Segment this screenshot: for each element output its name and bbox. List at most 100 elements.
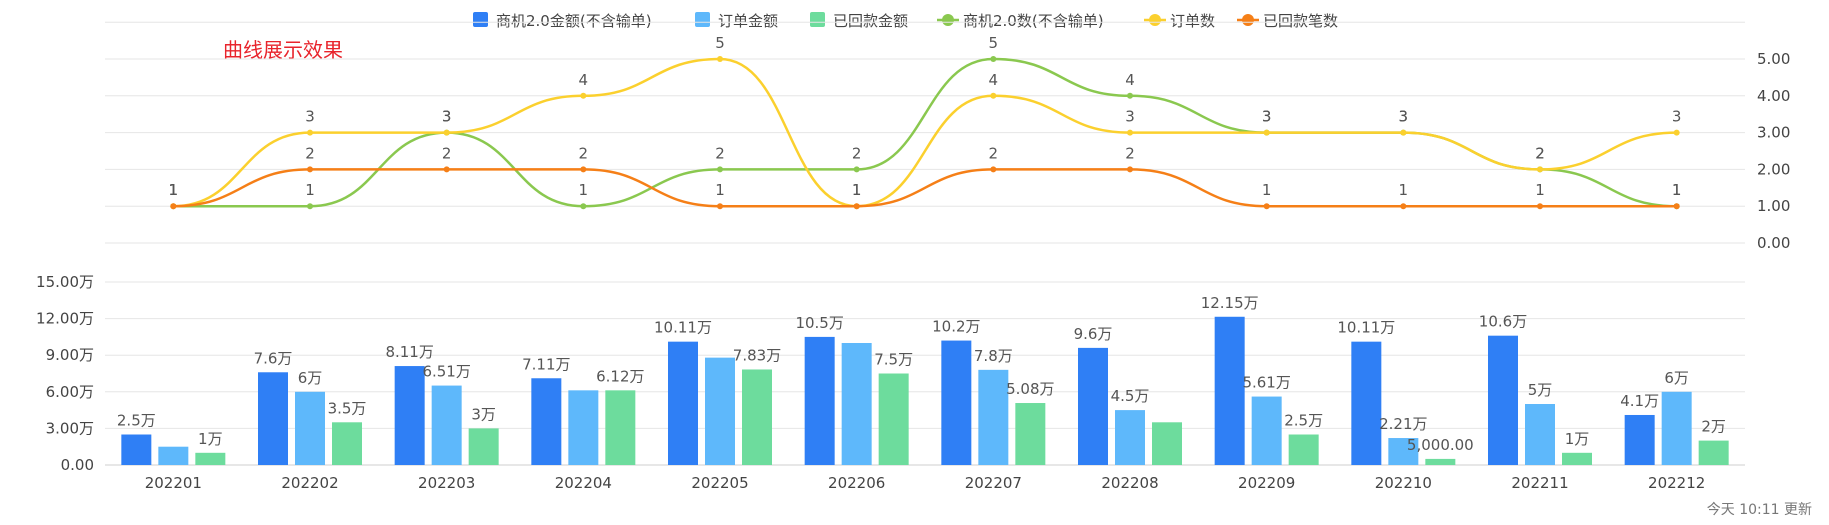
- bar-data-labels: 2.5万 7.6万 8.11万 7.11万 10.11万 10.5万 10.2万 9.6万 12…: [117, 294, 1726, 454]
- bar: [1214, 316, 1245, 465]
- legend-item[interactable]: 商机2.0数(不含输单): [937, 12, 1104, 30]
- bar-data-label: 5.08万: [1006, 380, 1054, 398]
- legend-label: 已回款金额: [833, 12, 908, 30]
- bar: [878, 373, 909, 465]
- line-point: [443, 129, 450, 136]
- line-point: [1400, 129, 1407, 136]
- legend-swatch: [695, 12, 710, 27]
- line-point: [1263, 129, 1270, 136]
- line-data-label: 3: [1399, 108, 1409, 126]
- y-tick-label: 12.00万: [36, 310, 94, 328]
- legend-item[interactable]: 订单金额: [695, 12, 778, 30]
- line-data-label: 1: [169, 181, 179, 199]
- line-point: [1673, 203, 1680, 210]
- legend-marker: [1242, 14, 1254, 26]
- bar: [1425, 458, 1456, 465]
- legend-label: 订单金额: [718, 12, 778, 30]
- bar-data-label: 2.5万: [1284, 412, 1323, 430]
- bar-data-label: 2.5万: [117, 412, 156, 430]
- y-tick-label: 4.00: [1757, 87, 1790, 105]
- line-data-label: 3: [442, 108, 452, 126]
- line-point: [1673, 129, 1680, 136]
- bar-chart-y-axis: 0.00 3.00万 6.00万 9.00万 12.00万 15.00万: [36, 273, 94, 474]
- line-data-label: 2: [1535, 144, 1545, 162]
- line-data-label: 4: [579, 71, 589, 89]
- legend-item[interactable]: 商机2.0金额(不含输单): [473, 12, 652, 30]
- line-data-label: 3: [1262, 108, 1272, 126]
- line-point: [1127, 92, 1133, 99]
- bar: [742, 369, 772, 465]
- line-data-label: 2: [579, 144, 589, 162]
- bar: [1288, 434, 1319, 465]
- series-line: [173, 168, 1677, 208]
- legend-item[interactable]: 已回款金额: [810, 12, 908, 30]
- line-point: [1263, 203, 1270, 210]
- series-line: [173, 57, 1677, 208]
- bar: [1115, 410, 1145, 465]
- bar-data-label: 6.12万: [596, 367, 644, 385]
- bar: [1388, 438, 1419, 465]
- line-data-label: 1: [852, 181, 862, 199]
- line-data-label: 2: [852, 144, 862, 162]
- bar-data-label: 2.21万: [1379, 415, 1427, 433]
- line-data-label: 5: [989, 34, 999, 52]
- line-data-label: 2: [989, 144, 999, 162]
- y-tick-label: 0.00: [1757, 234, 1790, 252]
- bar: [705, 357, 735, 465]
- legend-swatch: [473, 12, 488, 27]
- y-tick-label: 0.00: [61, 456, 94, 474]
- legend-item[interactable]: 已回款笔数: [1237, 12, 1338, 30]
- bar: [431, 385, 462, 465]
- line-point: [307, 129, 313, 136]
- bar-data-label: 10.2万: [932, 318, 980, 336]
- line-series: [170, 56, 1680, 210]
- bar-data-label: 12.15万: [1201, 294, 1259, 312]
- legend-item[interactable]: 订单数: [1144, 12, 1215, 30]
- bar-data-label: 10.11万: [1337, 319, 1395, 337]
- x-tick-label: 202208: [1101, 474, 1158, 492]
- line-point: [990, 166, 997, 173]
- bar: [1251, 396, 1282, 465]
- line-data-label: 1: [1672, 181, 1682, 199]
- bar: [1562, 452, 1592, 465]
- bar-data-label: 7.8万: [974, 347, 1013, 365]
- bar: [941, 340, 972, 465]
- bar-data-label: 4.5万: [1111, 387, 1150, 405]
- bar-data-label: 9.6万: [1074, 325, 1113, 343]
- bar-data-label: 10.6万: [1479, 313, 1527, 331]
- bar-data-label: 8.11万: [385, 343, 433, 361]
- line-data-label: 1: [1672, 181, 1682, 199]
- chart-legend[interactable]: 商机2.0金额(不含输单) 订单金额 已回款金额 商机2.0数(不含输单) 订单数 已回款…: [473, 12, 1338, 30]
- bar: [158, 446, 189, 465]
- bar-data-label: 7.6万: [254, 349, 293, 367]
- y-tick-label: 2.00: [1757, 160, 1790, 178]
- line-data-label: 3: [1399, 108, 1409, 126]
- bar: [978, 369, 1009, 465]
- bar-data-label: 7.5万: [874, 351, 913, 369]
- line-data-label: 3: [442, 108, 452, 126]
- bar: [1624, 414, 1655, 465]
- update-time-label: 今天 10:11 更新: [1707, 502, 1812, 518]
- y-tick-label: 5.00: [1757, 50, 1790, 68]
- y-tick-label: 15.00万: [36, 273, 94, 291]
- legend-label: 商机2.0数(不含输单): [963, 12, 1104, 30]
- line-data-label: 1: [715, 181, 725, 199]
- line-data-label: 2: [715, 144, 725, 162]
- line-point: [443, 166, 450, 173]
- bar: [1078, 347, 1108, 465]
- line-point: [307, 203, 313, 210]
- bar-data-label: 4.1万: [1620, 392, 1659, 410]
- bar-data-label: 1万: [198, 430, 223, 448]
- bar: [568, 390, 599, 465]
- legend-marker: [1149, 14, 1161, 26]
- bar-data-label: 10.11万: [654, 319, 712, 337]
- x-tick-label: 202207: [965, 474, 1022, 492]
- line-point: [580, 203, 587, 210]
- bar-data-label: 7.11万: [522, 355, 570, 373]
- x-tick-label: 202204: [555, 474, 612, 492]
- line-data-label: 2: [1535, 144, 1545, 162]
- bar-data-label: 2万: [1701, 418, 1726, 436]
- line-data-label: 3: [305, 108, 315, 126]
- bar: [1488, 335, 1518, 465]
- x-tick-label: 202212: [1648, 474, 1705, 492]
